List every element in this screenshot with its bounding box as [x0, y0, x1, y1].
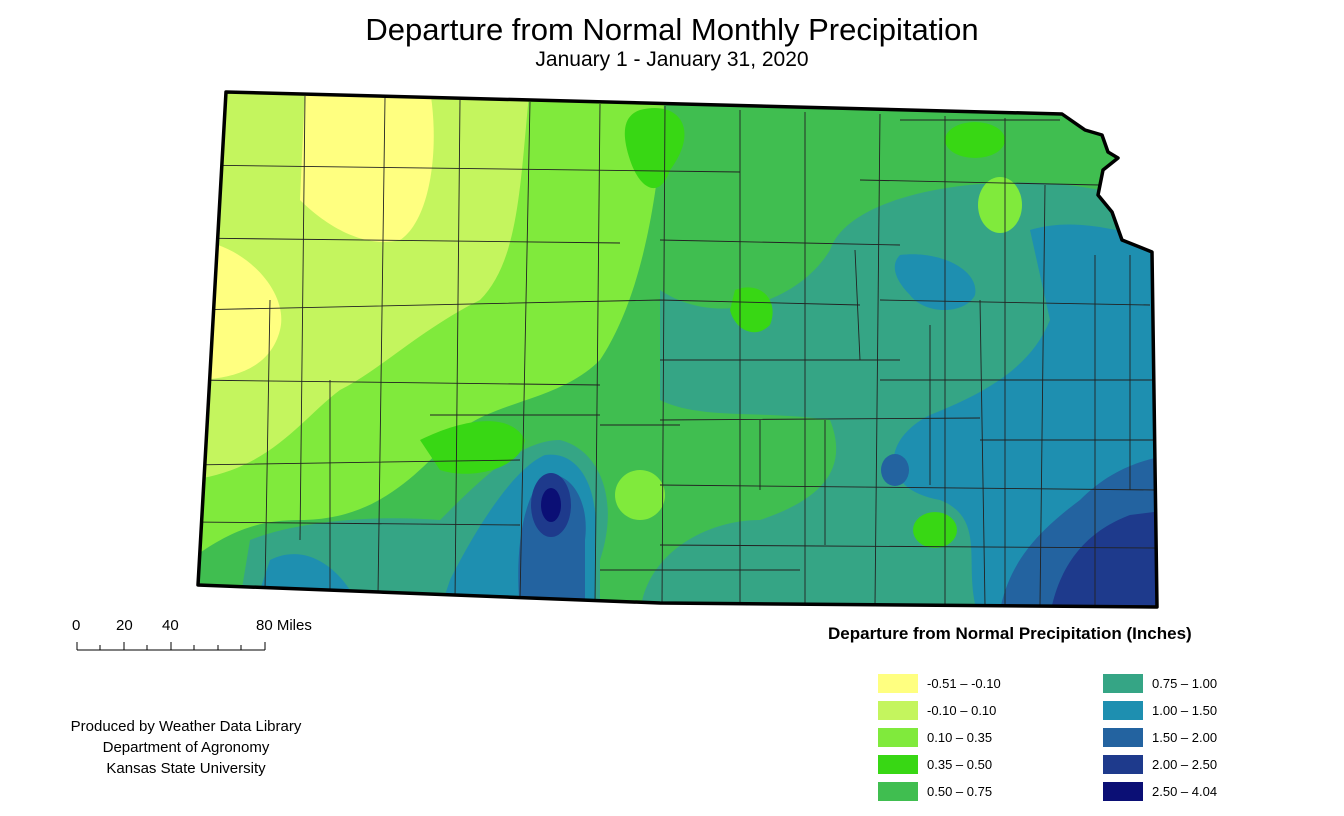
legend-swatch: [1103, 754, 1143, 774]
map-subtitle: January 1 - January 31, 2020: [535, 48, 809, 71]
scale-bar-graphic: [76, 642, 266, 651]
zone-1.00-1.50-northeast: [894, 254, 976, 310]
credits-line-1: Produced by Weather Data Library: [70, 718, 302, 735]
legend-item: 2.50 – 4.04: [1103, 781, 1217, 801]
legend-item: 1.00 – 1.50: [1103, 700, 1217, 720]
county-lines-horizontal: [198, 119, 1157, 571]
scale-tick-40: 40: [162, 617, 179, 634]
legend: -0.51 – -0.10 -0.10 – 0.10 0.10 – 0.35 0…: [878, 673, 1278, 813]
legend-label: -0.51 – -0.10: [927, 675, 1001, 691]
zone-2.00-2.50-southeast: [1050, 510, 1157, 607]
legend-item: 0.75 – 1.00: [1103, 673, 1217, 693]
legend-item: -0.10 – 0.10: [878, 700, 996, 720]
map-title: Departure from Normal Monthly Precipitat…: [365, 12, 979, 47]
zone-0.35-0.50-southeast: [913, 512, 957, 548]
county-lines-vertical: [264, 95, 1131, 606]
legend-swatch: [878, 754, 918, 774]
legend-swatch: [1103, 727, 1143, 747]
zone-0.35-0.50-north: [624, 108, 685, 189]
scale-tick-80: 80 Miles: [256, 617, 312, 634]
legend-label: 2.50 – 4.04: [1152, 783, 1218, 799]
credits-line-3: Kansas State University: [106, 760, 266, 777]
county-boundaries: [198, 95, 1157, 606]
legend-label: 0.35 – 0.50: [927, 756, 993, 772]
legend-swatch: [878, 673, 918, 693]
legend-label: 2.00 – 2.50: [1152, 756, 1218, 772]
credits-line-2: Department of Agronomy: [102, 739, 270, 756]
precipitation-surface: [198, 92, 1157, 607]
legend-swatch: [1103, 673, 1143, 693]
legend-label: 0.75 – 1.00: [1152, 675, 1218, 691]
legend-label: 0.50 – 0.75: [927, 783, 993, 799]
legend-label: -0.10 – 0.10: [927, 702, 997, 718]
scale-bar: 0 20 40 80 Miles: [60, 612, 350, 662]
credits: Produced by Weather Data Library Departm…: [26, 716, 346, 779]
scale-tick-0: 0: [72, 617, 81, 634]
legend-label: 1.00 – 1.50: [1152, 702, 1218, 718]
legend-label: 1.50 – 2.00: [1152, 729, 1218, 745]
zone-1.50-2.00-spot: [881, 454, 909, 486]
legend-item: 2.00 – 2.50: [1103, 754, 1217, 774]
legend-item: 1.50 – 2.00: [1103, 727, 1217, 747]
legend-label: 0.10 – 0.35: [927, 729, 993, 745]
legend-item: 0.35 – 0.50: [878, 754, 992, 774]
scale-tick-20: 20: [116, 617, 133, 634]
legend-swatch: [1103, 700, 1143, 720]
zone-2.50-4.04-south: [541, 488, 561, 522]
zone-0.35-0.50-northeast: [945, 122, 1005, 158]
legend-swatch: [1103, 781, 1143, 801]
zone-1.00-1.50-south: [260, 454, 596, 607]
zone-minus0.51-minus0.10-nw: [300, 92, 434, 242]
legend-title: Departure from Normal Precipitation (Inc…: [828, 624, 1192, 643]
legend-item: -0.51 – -0.10: [878, 673, 1001, 693]
legend-swatch: [878, 700, 918, 720]
zone-0.35-0.50-southcentral: [615, 470, 665, 520]
legend-swatch: [878, 781, 918, 801]
legend-swatch: [878, 727, 918, 747]
legend-item: 0.10 – 0.35: [878, 727, 992, 747]
kansas-state-outline: [196, 90, 1159, 609]
zone-0.35-0.50-central: [730, 287, 773, 333]
legend-item: 0.50 – 0.75: [878, 781, 992, 801]
zone-0.10-0.35-northeast: [978, 177, 1022, 233]
